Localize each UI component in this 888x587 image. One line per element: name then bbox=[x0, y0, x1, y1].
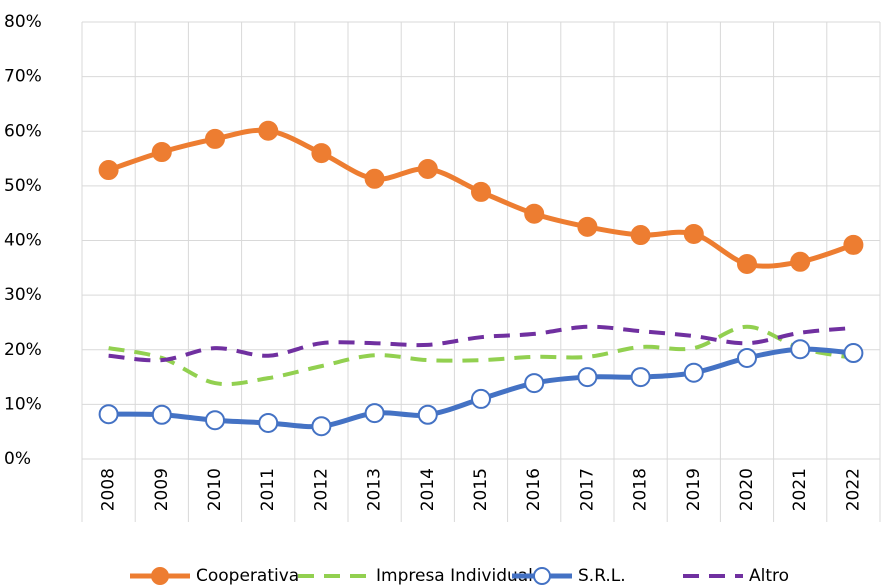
legend-marker bbox=[151, 567, 169, 585]
y-tick-label: 70% bbox=[4, 67, 42, 87]
point bbox=[577, 367, 598, 388]
point bbox=[737, 347, 757, 368]
point bbox=[524, 373, 545, 394]
point bbox=[683, 362, 704, 383]
point bbox=[205, 410, 225, 431]
x-tick-label: 2011 bbox=[258, 468, 278, 511]
legend-label: Cooperativa bbox=[196, 566, 299, 586]
x-tick-label: 2019 bbox=[684, 468, 704, 511]
legend-label: Altro bbox=[749, 566, 789, 586]
x-tick-label: 2010 bbox=[205, 468, 225, 511]
x-tick-label: 2013 bbox=[365, 468, 385, 511]
y-tick-label: 20% bbox=[4, 340, 42, 360]
point bbox=[258, 412, 279, 433]
point bbox=[630, 367, 651, 388]
x-tick-label: 2022 bbox=[843, 468, 863, 511]
point bbox=[205, 128, 225, 149]
point bbox=[258, 120, 279, 141]
point bbox=[311, 143, 332, 164]
point bbox=[417, 404, 438, 425]
point bbox=[364, 168, 385, 189]
legend-label: Impresa Individuale bbox=[376, 566, 543, 586]
legend-label: S.R.L. bbox=[578, 566, 626, 586]
point bbox=[151, 142, 172, 163]
series-line bbox=[108, 324, 854, 387]
point bbox=[843, 343, 864, 364]
point bbox=[151, 404, 172, 425]
x-tick-label: 2009 bbox=[152, 468, 172, 511]
point bbox=[630, 225, 651, 246]
point bbox=[790, 251, 811, 272]
point bbox=[524, 203, 545, 224]
y-tick-label: 0% bbox=[4, 449, 31, 469]
y-tick-label: 40% bbox=[4, 231, 42, 251]
y-tick-label: 80% bbox=[4, 12, 42, 32]
x-tick-label: 2014 bbox=[418, 468, 438, 511]
x-tick-label: 2018 bbox=[631, 468, 651, 511]
point bbox=[737, 253, 757, 274]
point bbox=[311, 416, 332, 437]
y-tick-label: 30% bbox=[4, 285, 42, 305]
point bbox=[98, 404, 119, 425]
x-tick-label: 2008 bbox=[99, 468, 119, 511]
x-tick-label: 2021 bbox=[790, 468, 810, 511]
y-tick-label: 60% bbox=[4, 121, 42, 141]
x-tick-label: 2020 bbox=[737, 468, 757, 511]
y-tick-label: 50% bbox=[4, 176, 42, 196]
point bbox=[417, 158, 438, 179]
point bbox=[471, 181, 491, 202]
x-tick-label: 2016 bbox=[524, 468, 544, 511]
x-tick-label: 2012 bbox=[311, 468, 331, 511]
point bbox=[98, 160, 119, 181]
point bbox=[577, 216, 598, 237]
legend-marker bbox=[533, 567, 551, 585]
series-line bbox=[108, 324, 854, 363]
point bbox=[471, 388, 491, 409]
point bbox=[364, 403, 385, 424]
y-tick-label: 10% bbox=[4, 394, 42, 414]
point bbox=[843, 234, 864, 255]
x-tick-label: 2015 bbox=[471, 468, 491, 511]
point bbox=[683, 223, 704, 244]
point bbox=[790, 339, 811, 360]
x-tick-label: 2017 bbox=[577, 468, 597, 511]
